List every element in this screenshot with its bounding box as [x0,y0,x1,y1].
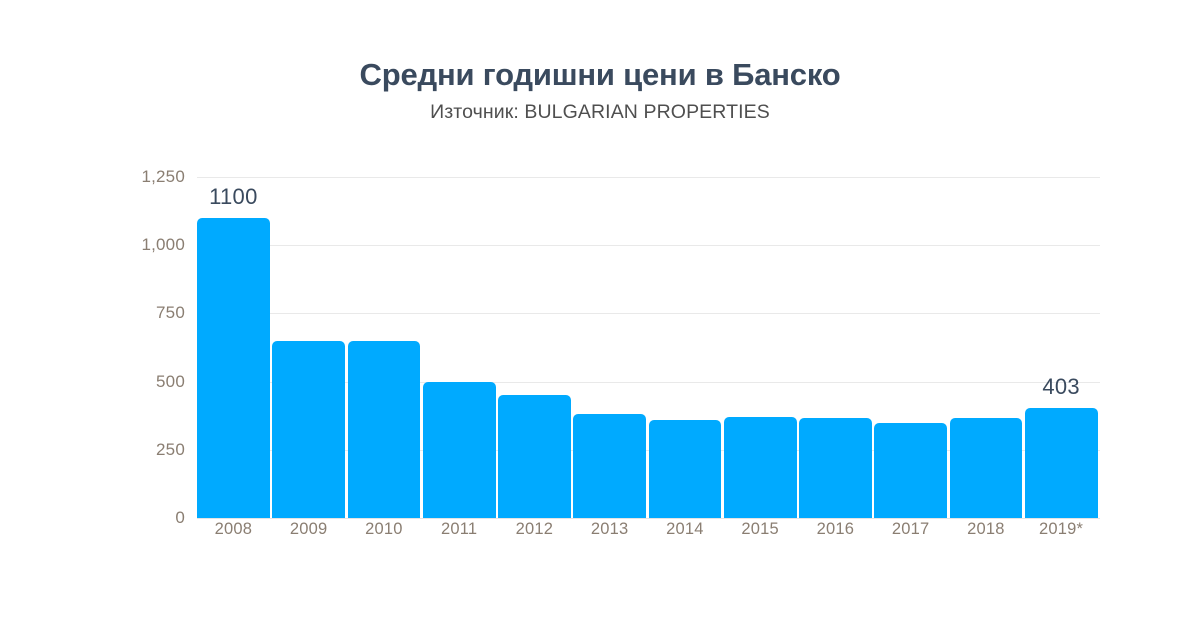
y-tick-label: 750 [156,303,185,323]
bar[interactable] [422,381,496,518]
y-tick-label: 500 [156,371,185,391]
bar-slot [874,177,947,518]
x-tick-label: 2013 [590,520,629,538]
y-tick-label: 1,000 [141,235,185,255]
gridline [197,381,1100,383]
x-tick-label: 2015 [741,520,779,538]
y-tick-label: 1,250 [141,167,185,186]
gridline [197,177,1100,178]
bar[interactable] [498,395,571,518]
bar[interactable] [799,418,872,518]
x-tick-label: 2011 [440,520,478,538]
bar-slot [272,177,345,518]
bar[interactable] [347,340,421,518]
x-tick-label: 2012 [515,520,554,538]
chart-header: Средни годишни цени в Банско Източник: B… [0,0,1200,124]
bar[interactable] [874,422,947,518]
x-tick-label: 2009 [289,520,328,538]
bar[interactable] [1024,408,1098,518]
bar[interactable] [197,217,270,518]
chart-subtitle: Източник: BULGARIAN PROPERTIES [430,100,770,123]
bar[interactable] [272,340,345,518]
x-tick-label: 2016 [816,520,855,538]
gridline [197,313,1100,315]
bar-slot [949,177,1023,518]
bar-value-label: 403 [1042,374,1080,400]
y-tick-label: 250 [156,439,185,459]
x-tick-label: 2010 [365,520,403,538]
bar[interactable] [949,418,1023,518]
bar[interactable] [573,413,646,518]
gridline [197,245,1100,247]
bars-group: 1100 403 [197,177,1100,518]
bar-slot [498,177,571,518]
bar-slot [422,177,496,518]
bar-value-label: 1100 [209,183,258,209]
x-tick-label: 2018 [967,520,1005,538]
bar-slot: 1100 [197,177,270,518]
gridline [197,518,1100,519]
y-axis: 0 250 500 750 1,000 1,250 [117,167,185,527]
chart-title: Средни годишни цени в Банско [359,57,841,92]
bar[interactable] [723,417,797,518]
x-axis: 2008 2009 2010 2011 2012 2013 2014 2015 2016 2017… [197,520,1100,548]
x-tick-label: 2019* [1039,520,1084,538]
bar-slot [723,177,797,518]
x-tick-label: 2008 [214,520,253,538]
bar-slot [347,177,421,518]
bar[interactable] [648,419,722,518]
x-tick-label: 2014 [666,520,704,538]
bar-slot: 403 [1024,177,1098,518]
x-tick-label: 2017 [891,520,930,538]
bar-slot [573,177,646,518]
bar-slot [648,177,722,518]
y-tick-label: 0 [175,508,185,527]
bar-slot [799,177,872,518]
